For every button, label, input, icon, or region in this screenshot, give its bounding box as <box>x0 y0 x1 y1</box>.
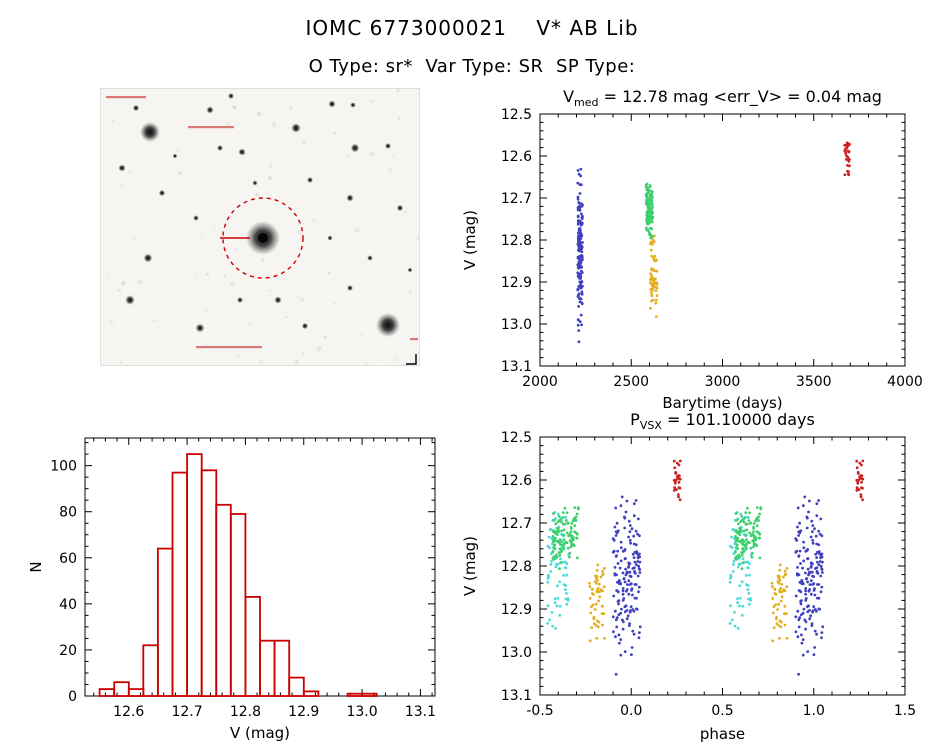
y-tick-label: 12.6 <box>501 149 532 165</box>
histogram-plot: 12.6 12.7 12.8 12.9 13.0 13.1 0 20 40 60 80 100 V (m… <box>27 437 436 742</box>
scatter-points-epoch-2-green <box>644 182 655 240</box>
x-tick-label: 12.7 <box>171 704 202 720</box>
axes: 2000 2500 3000 3500 4000 12.5 12.6 12.7 12.8 12.9… <box>461 87 923 412</box>
corner-mark <box>406 354 417 365</box>
axes: 12.6 12.7 12.8 12.9 13.0 13.1 0 20 40 60 80 100 V (m… <box>27 437 436 742</box>
y-axis-label: N <box>27 561 45 572</box>
y-tick-label: 60 <box>59 551 77 567</box>
page-title: IOMC 6773000021 V* AB Lib <box>305 16 639 40</box>
y-tick-label: 12.8 <box>501 233 532 249</box>
y-tick-label: 12.9 <box>501 602 532 618</box>
x-tick-label: 13.1 <box>405 704 436 720</box>
y-tick-label: 12.8 <box>501 559 532 575</box>
y-tick-label: 100 <box>50 459 77 475</box>
y-tick-label: 13.1 <box>501 359 532 375</box>
y-tick-label: 12.5 <box>501 107 532 123</box>
y-tick-label: 12.9 <box>501 275 532 291</box>
axes: -0.5 0.0 0.5 1.0 1.5 12.5 12.6 12.7 12.8 12.9 13.0… <box>461 410 916 743</box>
annotation-marks <box>106 96 418 349</box>
x-tick-label: -0.5 <box>526 703 553 719</box>
x-axis-label: Barytime (days) <box>662 394 782 412</box>
scatter-points-phase-cyan <box>546 511 753 630</box>
phase-plot: -0.5 0.0 0.5 1.0 1.5 12.5 12.6 12.7 12.8 12.9 13.0… <box>461 410 916 743</box>
x-tick-label: 12.9 <box>288 704 319 720</box>
x-tick-label: 2500 <box>613 374 649 390</box>
y-tick-label: 12.7 <box>501 516 532 532</box>
y-tick-label: 40 <box>59 597 77 613</box>
y-axis-label: V (mag) <box>461 536 479 596</box>
scatter-points-epoch-2-orange <box>648 234 659 318</box>
scatter-points-phase-blue <box>611 495 825 676</box>
x-tick-label: 0.0 <box>620 703 642 719</box>
x-tick-label: 4000 <box>887 374 923 390</box>
scatter-points-phase-green <box>551 506 763 570</box>
x-tick-label: 3000 <box>705 374 741 390</box>
y-tick-label: 12.5 <box>501 430 532 446</box>
scatter-points-phase-orange <box>588 563 789 643</box>
field-stars <box>118 93 413 337</box>
x-tick-label: 12.8 <box>230 704 261 720</box>
scan-noise <box>105 88 420 366</box>
target-circle-marker <box>222 197 304 279</box>
x-tick-label: 2000 <box>522 374 558 390</box>
plot-title: Vmed = 12.78 mag <err_V> = 0.04 mag <box>563 87 882 109</box>
axis-box <box>539 436 906 696</box>
y-axis-label: V (mag) <box>461 210 479 270</box>
plot-title: PVSX = 101.10000 days <box>630 410 815 432</box>
x-tick-label: 1.0 <box>803 703 825 719</box>
y-tick-label: 12.7 <box>501 191 532 207</box>
scatter-points-epoch-3-red <box>843 141 851 177</box>
y-tick-label: 20 <box>59 643 77 659</box>
lightcurve-plot: 2000 2500 3000 3500 4000 12.5 12.6 12.7 12.8 12.9… <box>461 87 923 412</box>
x-axis-label: phase <box>700 725 745 743</box>
y-tick-label: 13.0 <box>501 317 532 333</box>
x-tick-label: 3500 <box>796 374 832 390</box>
y-tick-label: 13.0 <box>501 645 532 661</box>
x-tick-label: 1.5 <box>894 703 916 719</box>
y-tick-label: 13.1 <box>501 688 532 704</box>
y-tick-label: 12.6 <box>501 473 532 489</box>
y-tick-label: 0 <box>68 689 77 705</box>
x-tick-label: 13.0 <box>346 704 377 720</box>
x-axis-label: V (mag) <box>230 724 290 742</box>
page-subtitle: O Type: sr* Var Type: SR SP Type: <box>308 56 636 77</box>
finder-chart-image <box>100 88 420 366</box>
y-tick-label: 80 <box>59 505 77 521</box>
histogram-bars <box>98 453 378 698</box>
scatter-points-epoch-1-blue <box>576 167 584 344</box>
scatter-points-phase-red <box>672 459 865 502</box>
x-tick-label: 0.5 <box>711 703 733 719</box>
x-tick-label: 12.6 <box>113 704 144 720</box>
